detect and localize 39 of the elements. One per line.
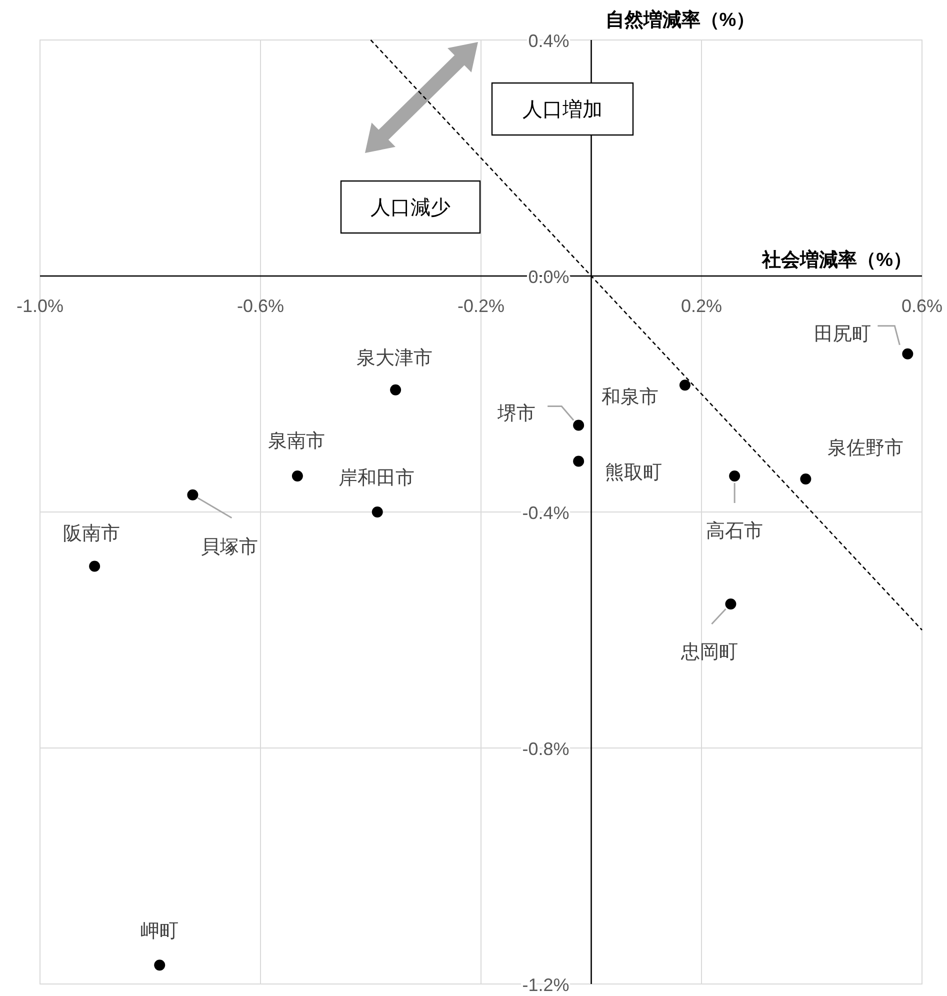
- x-tick-label: 0.6%: [901, 296, 943, 316]
- annotation: 泉大津市: [356, 346, 433, 369]
- annotation: 泉南市: [268, 430, 325, 452]
- point: [679, 380, 690, 391]
- annotation: 貝塚市: [201, 536, 258, 558]
- y-tick-label: -0.4%: [522, 503, 570, 523]
- y-axis-title: 自然増減率（%）: [605, 9, 756, 31]
- x-tick-label: -0.2%: [457, 296, 505, 316]
- annotation: 和泉市: [601, 386, 658, 408]
- x-tick-label: 0.2%: [680, 296, 722, 316]
- annotation: 岸和田市: [338, 467, 414, 489]
- point: [89, 560, 100, 572]
- annotation: 田尻町: [814, 324, 872, 345]
- y-tick-label: 0.4%: [528, 31, 570, 51]
- point: [725, 598, 736, 610]
- point: [154, 960, 166, 971]
- x-axis-title: 社会増減率（%）: [761, 249, 912, 271]
- annotation: 泉佐野市: [828, 436, 904, 459]
- point: [573, 456, 584, 467]
- annotation: 熊取町: [605, 462, 662, 484]
- annotation: 人口増加: [522, 98, 602, 121]
- point: [729, 470, 740, 482]
- point: [573, 420, 584, 431]
- y-tick-label: -0.8%: [522, 739, 570, 759]
- x-tick-label: -1.0%: [16, 296, 64, 316]
- annotation: 高石市: [706, 520, 764, 542]
- point: [902, 348, 914, 360]
- point: [372, 506, 383, 518]
- point: [187, 489, 198, 500]
- annotation: 堺市: [496, 402, 536, 424]
- annotation: 忠岡町: [680, 642, 738, 664]
- point: [390, 384, 402, 396]
- annotation: 岬町: [140, 921, 179, 942]
- annotation: 人口減少: [370, 197, 450, 219]
- annotation: 阪南市: [63, 522, 120, 544]
- x-tick-label: -0.6%: [236, 296, 284, 316]
- point: [292, 470, 303, 482]
- point: [800, 473, 812, 484]
- y-tick-label: -1.2%: [522, 975, 570, 995]
